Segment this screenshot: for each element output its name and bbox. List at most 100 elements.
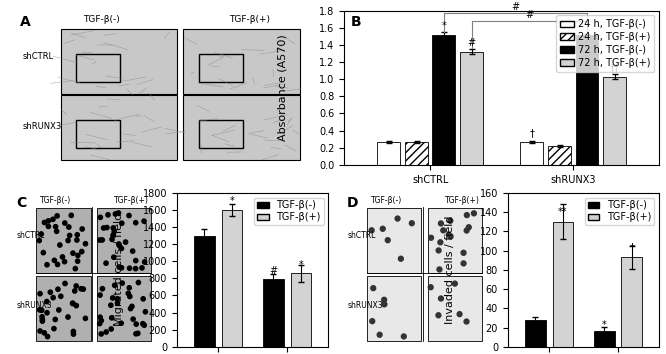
Circle shape — [43, 220, 47, 225]
Circle shape — [73, 267, 77, 271]
Bar — [525, 320, 545, 347]
Y-axis label: Absorbance (A570): Absorbance (A570) — [278, 34, 288, 141]
Circle shape — [47, 219, 51, 223]
Circle shape — [464, 319, 469, 324]
FancyBboxPatch shape — [61, 96, 177, 160]
Circle shape — [127, 213, 131, 218]
Text: TGF-β(-): TGF-β(-) — [83, 15, 120, 24]
Circle shape — [111, 226, 115, 230]
Bar — [553, 222, 573, 347]
Circle shape — [61, 255, 65, 259]
FancyBboxPatch shape — [184, 96, 300, 160]
Circle shape — [466, 225, 472, 230]
Circle shape — [98, 315, 103, 319]
Circle shape — [398, 256, 404, 261]
FancyBboxPatch shape — [184, 29, 300, 94]
Circle shape — [115, 297, 119, 301]
Circle shape — [441, 228, 446, 233]
Circle shape — [142, 323, 147, 327]
Circle shape — [115, 301, 120, 305]
Circle shape — [117, 211, 121, 215]
Circle shape — [53, 317, 57, 322]
Circle shape — [143, 310, 147, 314]
Text: TGF-β(-): TGF-β(-) — [371, 196, 402, 205]
Circle shape — [109, 327, 113, 331]
Circle shape — [73, 289, 77, 293]
Circle shape — [40, 315, 44, 319]
Bar — [575, 35, 599, 165]
Circle shape — [67, 233, 72, 238]
Circle shape — [123, 240, 128, 244]
Circle shape — [45, 335, 50, 339]
Circle shape — [66, 238, 70, 242]
Circle shape — [438, 296, 444, 301]
FancyBboxPatch shape — [36, 276, 91, 341]
Circle shape — [81, 287, 85, 291]
Circle shape — [129, 307, 133, 311]
Circle shape — [119, 321, 123, 325]
Circle shape — [134, 221, 138, 225]
Text: shCTRL: shCTRL — [17, 232, 45, 240]
Circle shape — [134, 258, 138, 263]
Circle shape — [105, 225, 109, 230]
Circle shape — [83, 316, 87, 320]
Circle shape — [110, 237, 114, 241]
Circle shape — [75, 233, 79, 237]
Circle shape — [436, 248, 441, 253]
Circle shape — [106, 213, 110, 217]
Text: #: # — [525, 10, 533, 20]
Bar — [621, 257, 642, 347]
Circle shape — [40, 317, 45, 321]
Text: shCTRL: shCTRL — [347, 232, 376, 240]
Text: †: † — [529, 128, 534, 138]
Circle shape — [58, 243, 62, 247]
Circle shape — [71, 329, 75, 333]
Circle shape — [448, 234, 453, 239]
Text: TGF-β(+): TGF-β(+) — [229, 15, 270, 24]
Circle shape — [371, 286, 376, 291]
Text: shRUNX3: shRUNX3 — [23, 122, 62, 131]
Circle shape — [52, 258, 57, 263]
Circle shape — [39, 232, 43, 236]
Text: shRUNX3: shRUNX3 — [347, 301, 383, 310]
Circle shape — [429, 235, 434, 240]
Circle shape — [117, 244, 121, 248]
Bar — [290, 273, 311, 347]
Circle shape — [99, 332, 103, 336]
Text: B: B — [350, 15, 361, 29]
FancyBboxPatch shape — [428, 208, 482, 273]
Circle shape — [48, 290, 53, 295]
Circle shape — [53, 224, 58, 229]
Circle shape — [461, 261, 466, 266]
FancyBboxPatch shape — [97, 208, 151, 273]
Text: D: D — [347, 196, 359, 210]
Circle shape — [136, 331, 140, 336]
Circle shape — [137, 280, 141, 285]
Circle shape — [76, 253, 80, 258]
Circle shape — [79, 287, 83, 291]
Bar — [520, 142, 543, 165]
Circle shape — [75, 259, 80, 263]
Circle shape — [131, 317, 135, 321]
Text: *: * — [298, 260, 303, 270]
Circle shape — [55, 262, 60, 267]
Circle shape — [45, 299, 49, 304]
Legend: TGF-β(-), TGF-β(+): TGF-β(-), TGF-β(+) — [254, 198, 324, 225]
Circle shape — [59, 294, 63, 298]
Circle shape — [38, 292, 42, 296]
Circle shape — [37, 308, 42, 312]
Circle shape — [71, 301, 75, 306]
Text: C: C — [17, 196, 27, 210]
Circle shape — [119, 266, 124, 270]
Text: shRUNX3: shRUNX3 — [17, 301, 52, 310]
Circle shape — [39, 308, 44, 313]
Circle shape — [131, 249, 135, 253]
Circle shape — [63, 281, 67, 286]
Circle shape — [56, 287, 60, 291]
FancyBboxPatch shape — [97, 276, 151, 341]
Bar — [194, 235, 215, 347]
Circle shape — [63, 259, 67, 264]
Circle shape — [80, 250, 84, 254]
FancyBboxPatch shape — [367, 276, 422, 341]
Text: TGF-β(+): TGF-β(+) — [114, 196, 149, 205]
